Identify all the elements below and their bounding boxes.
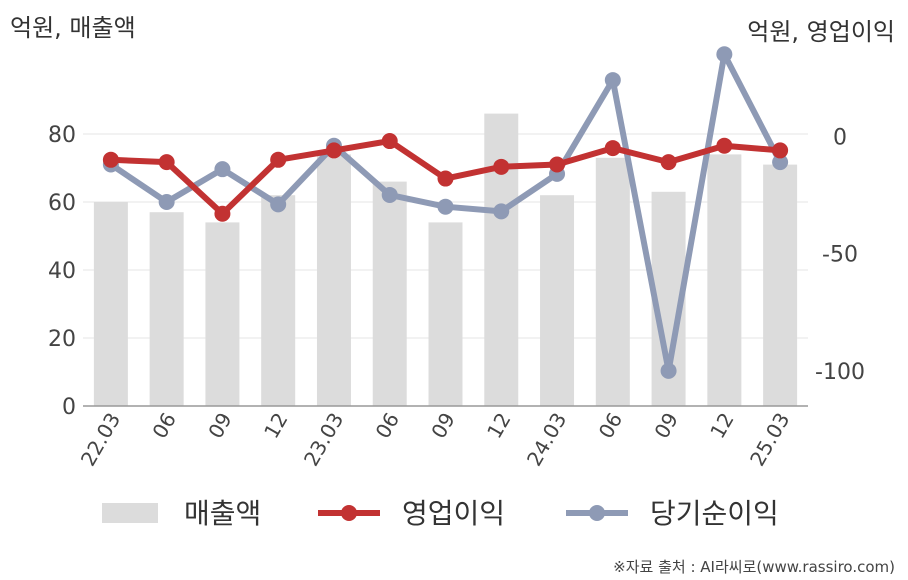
legend-label-operating: 영업이익 xyxy=(402,497,505,530)
bar-revenue xyxy=(149,212,184,406)
legend-label-revenue: 매출액 xyxy=(184,497,261,530)
legend-marker-operating xyxy=(341,505,357,521)
point-net xyxy=(716,46,733,63)
point-operating xyxy=(660,154,677,171)
x-tick-label: 09 xyxy=(203,409,237,443)
bar-revenue xyxy=(205,222,240,406)
point-net xyxy=(772,154,789,171)
x-tick-label: 09 xyxy=(426,409,460,443)
x-tick-label: 24.03 xyxy=(522,409,571,471)
point-operating xyxy=(716,137,733,154)
left-y-tick-label: 60 xyxy=(48,191,76,216)
legend-label-net: 당기순이익 xyxy=(650,497,779,530)
bar-series xyxy=(93,113,798,406)
point-operating xyxy=(102,151,119,168)
legend-swatch-revenue xyxy=(102,503,158,523)
bar-revenue xyxy=(540,195,575,406)
point-net xyxy=(493,203,510,220)
x-tick-label: 09 xyxy=(649,409,683,443)
x-tick-label: 06 xyxy=(147,409,181,443)
left-y-ticks: 0 20 40 60 80 xyxy=(48,123,76,420)
point-operating xyxy=(214,205,231,222)
point-operating xyxy=(158,154,175,171)
point-operating xyxy=(549,156,566,173)
line-series xyxy=(102,46,789,379)
point-net xyxy=(604,72,621,89)
left-unit-label: 억원, 매출액 xyxy=(10,14,136,42)
point-operating xyxy=(437,170,454,187)
x-tick-label: 12 xyxy=(259,409,293,443)
left-y-tick-label: 20 xyxy=(48,327,76,352)
x-tick-label: 12 xyxy=(482,409,516,443)
x-tick-label: 06 xyxy=(594,409,628,443)
right-y-tick-label: -50 xyxy=(822,243,858,268)
point-operating xyxy=(772,142,789,159)
bar-revenue xyxy=(261,195,296,406)
x-tick-label: 06 xyxy=(371,409,405,443)
bar-revenue xyxy=(707,154,742,406)
right-y-tick-label: -100 xyxy=(815,360,865,385)
right-y-ticks: 0 -50 -100 xyxy=(815,125,865,384)
x-ticks: 22.03 06 09 12 23.03 06 09 12 24.03 06 09 12 25.03 xyxy=(76,409,795,471)
left-y-tick-label: 0 xyxy=(62,395,76,420)
bar-revenue xyxy=(595,157,630,406)
x-tick-label: 12 xyxy=(705,409,739,443)
right-y-tick-label: 0 xyxy=(833,125,847,150)
bar-revenue xyxy=(763,164,798,406)
left-y-tick-label: 80 xyxy=(48,123,76,148)
point-operating xyxy=(325,142,342,159)
point-net xyxy=(158,194,175,210)
bar-revenue xyxy=(316,154,351,406)
point-net xyxy=(660,362,677,379)
x-tick-label: 22.03 xyxy=(76,409,125,471)
bar-revenue xyxy=(484,113,519,406)
point-net xyxy=(381,186,398,203)
x-tick-label: 23.03 xyxy=(299,409,348,471)
point-net xyxy=(437,198,454,215)
bar-revenue xyxy=(93,202,128,406)
legend-marker-net xyxy=(589,505,605,521)
source-note: ※자료 출처 : AI라씨로(www.rassiro.com) xyxy=(613,558,895,576)
bar-revenue xyxy=(372,181,407,406)
right-unit-label: 억원, 영업이익 xyxy=(747,18,895,46)
point-operating xyxy=(381,133,398,150)
legend: 매출액 영업이익 당기순이익 xyxy=(102,497,779,530)
bar-revenue xyxy=(428,222,463,406)
point-operating xyxy=(604,140,621,157)
point-operating xyxy=(270,151,287,168)
left-y-tick-label: 40 xyxy=(48,259,76,284)
x-tick-label: 25.03 xyxy=(745,409,794,471)
point-net xyxy=(214,161,231,178)
point-operating xyxy=(493,158,510,175)
point-net xyxy=(270,196,287,213)
